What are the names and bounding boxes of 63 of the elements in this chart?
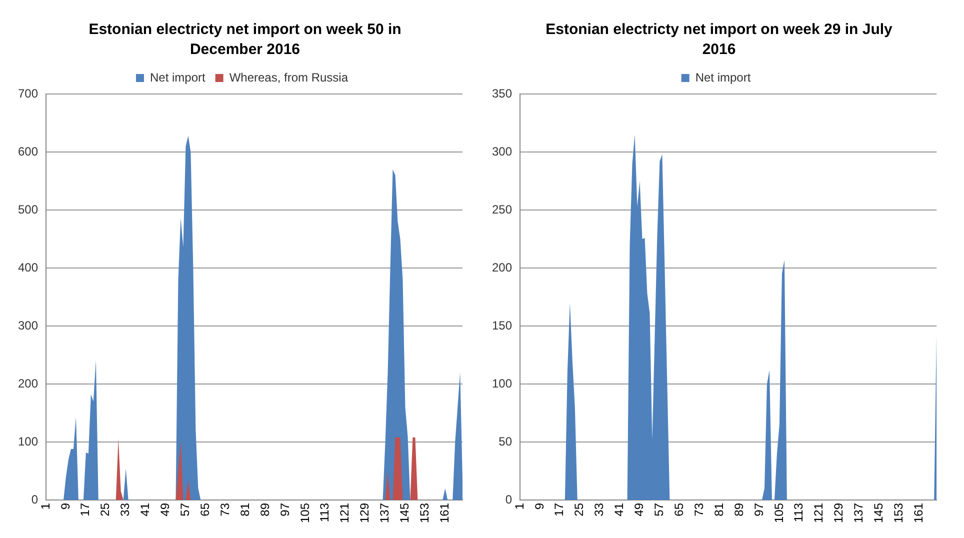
x-tick-label: 137 [378, 502, 392, 524]
x-tick-label: 129 [832, 502, 846, 524]
y-tick-label: 200 [492, 260, 512, 274]
x-tick-label: 153 [417, 502, 432, 524]
x-tick-label: 33 [592, 502, 606, 516]
x-tick-label: 81 [712, 502, 726, 516]
x-tick-label: 57 [178, 502, 192, 516]
x-tick-label: 137 [852, 502, 866, 524]
x-tick-label: 121 [338, 502, 352, 524]
y-tick-label: 0 [505, 492, 512, 506]
x-tick-label: 121 [812, 502, 826, 524]
x-tick-label: 41 [138, 502, 152, 516]
x-tick-label: 17 [552, 502, 566, 516]
x-tick-label: 25 [98, 502, 112, 516]
x-tick-label: 161 [437, 502, 452, 524]
x-tick-label: 73 [218, 502, 232, 516]
y-tick-label: 0 [31, 492, 38, 506]
x-tick-label: 161 [911, 502, 926, 524]
x-tick-label: 25 [572, 502, 586, 516]
y-tick-label: 400 [18, 260, 38, 274]
x-tick-label: 1 [38, 502, 52, 510]
x-tick-label: 17 [78, 502, 92, 516]
x-tick-label: 153 [891, 502, 906, 524]
x-tick-label: 97 [278, 502, 292, 516]
x-tick-label: 89 [258, 502, 272, 516]
x-tick-label: 9 [532, 502, 546, 510]
x-tick-label: 49 [158, 502, 172, 516]
chart-title: Estonian electricty net import on week 50 in December 2016 [88, 20, 402, 60]
x-tick-label: 81 [238, 502, 252, 516]
x-tick-label: 33 [118, 502, 132, 516]
y-tick-label: 150 [492, 318, 512, 332]
legend-label: Net import [695, 70, 752, 84]
x-tick-label: 1 [512, 502, 526, 510]
y-tick-label: 600 [18, 144, 38, 158]
x-tick-label: 73 [692, 502, 706, 516]
x-tick-label: 113 [318, 502, 332, 522]
y-tick-label: 50 [498, 434, 512, 448]
y-tick-label: 250 [492, 202, 512, 216]
y-tick-label: 300 [492, 144, 512, 158]
legend-label: Whereas, from Russia [229, 70, 348, 84]
y-tick-label: 350 [492, 86, 512, 100]
x-tick-label: 97 [752, 502, 766, 516]
x-tick-label: 113 [792, 502, 806, 522]
legend-label: Net import [150, 70, 206, 84]
x-tick-label: 105 [298, 502, 312, 524]
y-tick-label: 700 [18, 86, 38, 100]
y-tick-label: 500 [18, 202, 38, 216]
x-tick-label: 49 [632, 502, 646, 516]
x-tick-label: 9 [58, 502, 72, 510]
x-tick-label: 41 [612, 502, 626, 516]
x-tick-label: 65 [198, 502, 212, 516]
y-tick-label: 200 [18, 376, 38, 390]
x-tick-label: 145 [398, 502, 412, 524]
x-tick-label: 65 [672, 502, 686, 516]
y-tick-label: 100 [18, 434, 38, 448]
chart-title: Estonian electricty net import on week 29 in July 2016 [544, 20, 894, 60]
x-tick-label: 57 [652, 502, 666, 516]
y-tick-label: 100 [492, 376, 512, 390]
x-tick-label: 145 [872, 502, 886, 524]
x-tick-label: 105 [772, 502, 786, 524]
x-tick-label: 129 [358, 502, 372, 524]
x-tick-label: 89 [732, 502, 746, 516]
y-tick-label: 300 [18, 318, 38, 332]
